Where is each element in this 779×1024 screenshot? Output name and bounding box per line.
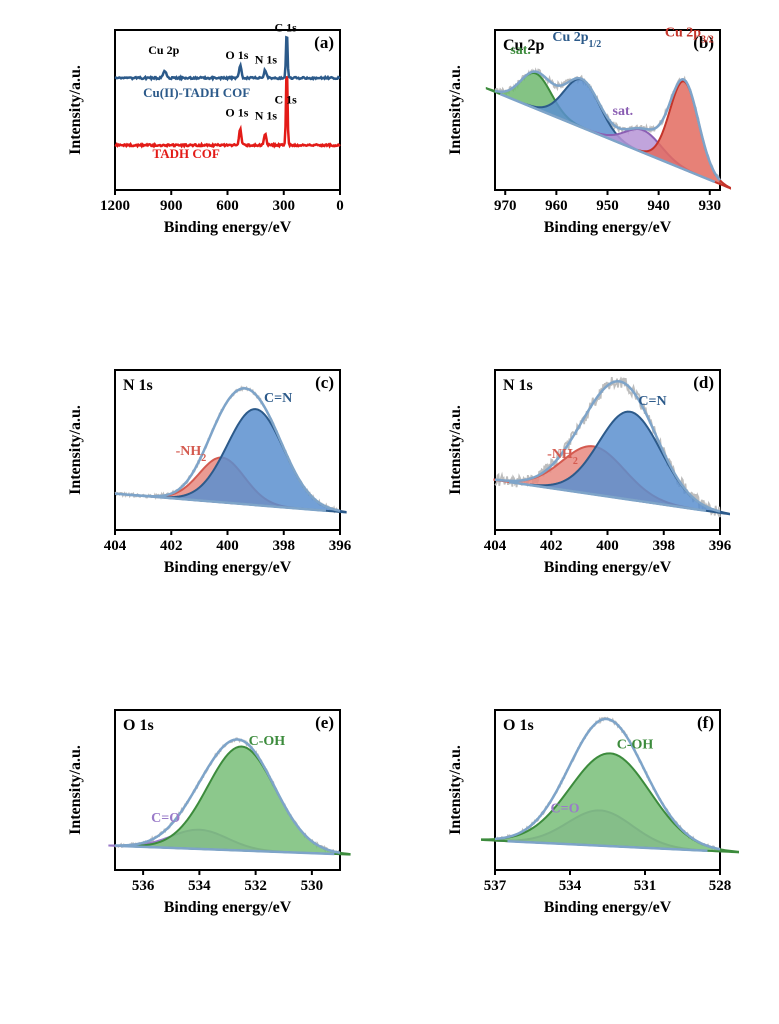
svg-text:O 1s: O 1s [225, 48, 248, 62]
svg-text:(e): (e) [315, 713, 334, 732]
svg-text:Cu(II)-TADH COF: Cu(II)-TADH COF [143, 85, 250, 100]
svg-text:536: 536 [132, 878, 155, 894]
svg-text:N 1s: N 1s [503, 377, 533, 394]
svg-text:O 1s: O 1s [123, 717, 154, 734]
svg-text:396: 396 [329, 538, 352, 554]
svg-text:sat.: sat. [510, 43, 531, 58]
svg-text:600: 600 [216, 198, 239, 214]
svg-text:534: 534 [559, 878, 582, 894]
svg-text:(c): (c) [315, 373, 334, 392]
panel-b: 970 960 950 940 930 Binding energy/eV Intensit… [440, 20, 740, 240]
svg-text:404: 404 [484, 538, 507, 554]
svg-text:0: 0 [336, 198, 344, 214]
svg-text:O 1s: O 1s [503, 717, 534, 734]
svg-text:Cu 2p1/2: Cu 2p1/2 [552, 30, 601, 50]
svg-text:C=N: C=N [638, 394, 666, 409]
panel-d: 404 402 400 398 396 Binding energy/eV Intensit… [440, 360, 740, 580]
svg-text:-NH2: -NH2 [176, 444, 207, 464]
svg-text:sat.: sat. [613, 104, 634, 119]
svg-text:(d): (d) [693, 373, 714, 392]
svg-text:532: 532 [244, 878, 267, 894]
svg-text:398: 398 [653, 538, 676, 554]
svg-text:C 1s: C 1s [274, 21, 297, 35]
svg-text:528: 528 [709, 878, 732, 894]
svg-text:396: 396 [709, 538, 732, 554]
svg-text:(f): (f) [697, 713, 714, 732]
panel-e: 536 534 532 530 Binding energy/eV Intensity/a… [60, 700, 360, 920]
svg-text:534: 534 [188, 878, 211, 894]
svg-text:C 1s: C 1s [274, 93, 297, 107]
svg-text:Intensity/a.u.: Intensity/a.u. [447, 65, 464, 155]
svg-text:530: 530 [301, 878, 324, 894]
svg-text:C=O: C=O [551, 801, 580, 816]
svg-text:Cu 2p: Cu 2p [148, 43, 179, 57]
svg-text:300: 300 [273, 198, 296, 214]
svg-text:C=O: C=O [151, 811, 180, 826]
svg-text:900: 900 [160, 198, 183, 214]
svg-text:Intensity/a.u.: Intensity/a.u. [67, 65, 84, 155]
svg-text:400: 400 [216, 538, 239, 554]
svg-text:Binding energy/eV: Binding energy/eV [164, 219, 292, 236]
svg-text:960: 960 [545, 198, 568, 214]
svg-text:Binding energy/eV: Binding energy/eV [164, 559, 292, 576]
svg-text:Binding energy/eV: Binding energy/eV [544, 559, 672, 576]
svg-text:531: 531 [634, 878, 657, 894]
svg-text:C-OH: C-OH [617, 737, 654, 752]
svg-text:O 1s: O 1s [225, 105, 248, 119]
svg-text:N 1s: N 1s [255, 53, 278, 67]
svg-text:Intensity/a.u.: Intensity/a.u. [67, 405, 84, 495]
svg-text:Intensity/a.u.: Intensity/a.u. [67, 745, 84, 835]
svg-text:402: 402 [540, 538, 563, 554]
svg-text:950: 950 [596, 198, 619, 214]
svg-text:Intensity/a.u.: Intensity/a.u. [447, 745, 464, 835]
svg-text:Intensity/a.u.: Intensity/a.u. [447, 405, 464, 495]
panel-f: 537 534 531 528 Binding energy/eV Intensity/a… [440, 700, 740, 920]
svg-text:398: 398 [273, 538, 296, 554]
svg-text:Binding energy/eV: Binding energy/eV [164, 899, 292, 916]
xps-figure: 1200 900 600 300 0 Binding energy/eV Intensity… [0, 0, 779, 1024]
svg-text:N 1s: N 1s [123, 377, 153, 394]
svg-text:1200: 1200 [100, 198, 130, 214]
svg-text:404: 404 [104, 538, 127, 554]
svg-text:970: 970 [494, 198, 517, 214]
panel-c: 404 402 400 398 396 Binding energy/eV Intensit… [60, 360, 360, 580]
svg-text:N 1s: N 1s [255, 109, 278, 123]
svg-text:TADH COF: TADH COF [153, 146, 220, 161]
panel-a: 1200 900 600 300 0 Binding energy/eV Intensity… [60, 20, 360, 240]
svg-text:537: 537 [484, 878, 507, 894]
svg-text:940: 940 [647, 198, 670, 214]
svg-text:(a): (a) [314, 33, 334, 52]
svg-text:C=N: C=N [264, 391, 292, 406]
svg-text:400: 400 [596, 538, 619, 554]
svg-text:930: 930 [699, 198, 722, 214]
svg-text:C-OH: C-OH [249, 734, 286, 749]
svg-text:Binding energy/eV: Binding energy/eV [544, 899, 672, 916]
svg-text:Binding energy/eV: Binding energy/eV [544, 219, 672, 236]
svg-text:402: 402 [160, 538, 183, 554]
svg-text:Cu 2p3/2: Cu 2p3/2 [665, 25, 714, 45]
